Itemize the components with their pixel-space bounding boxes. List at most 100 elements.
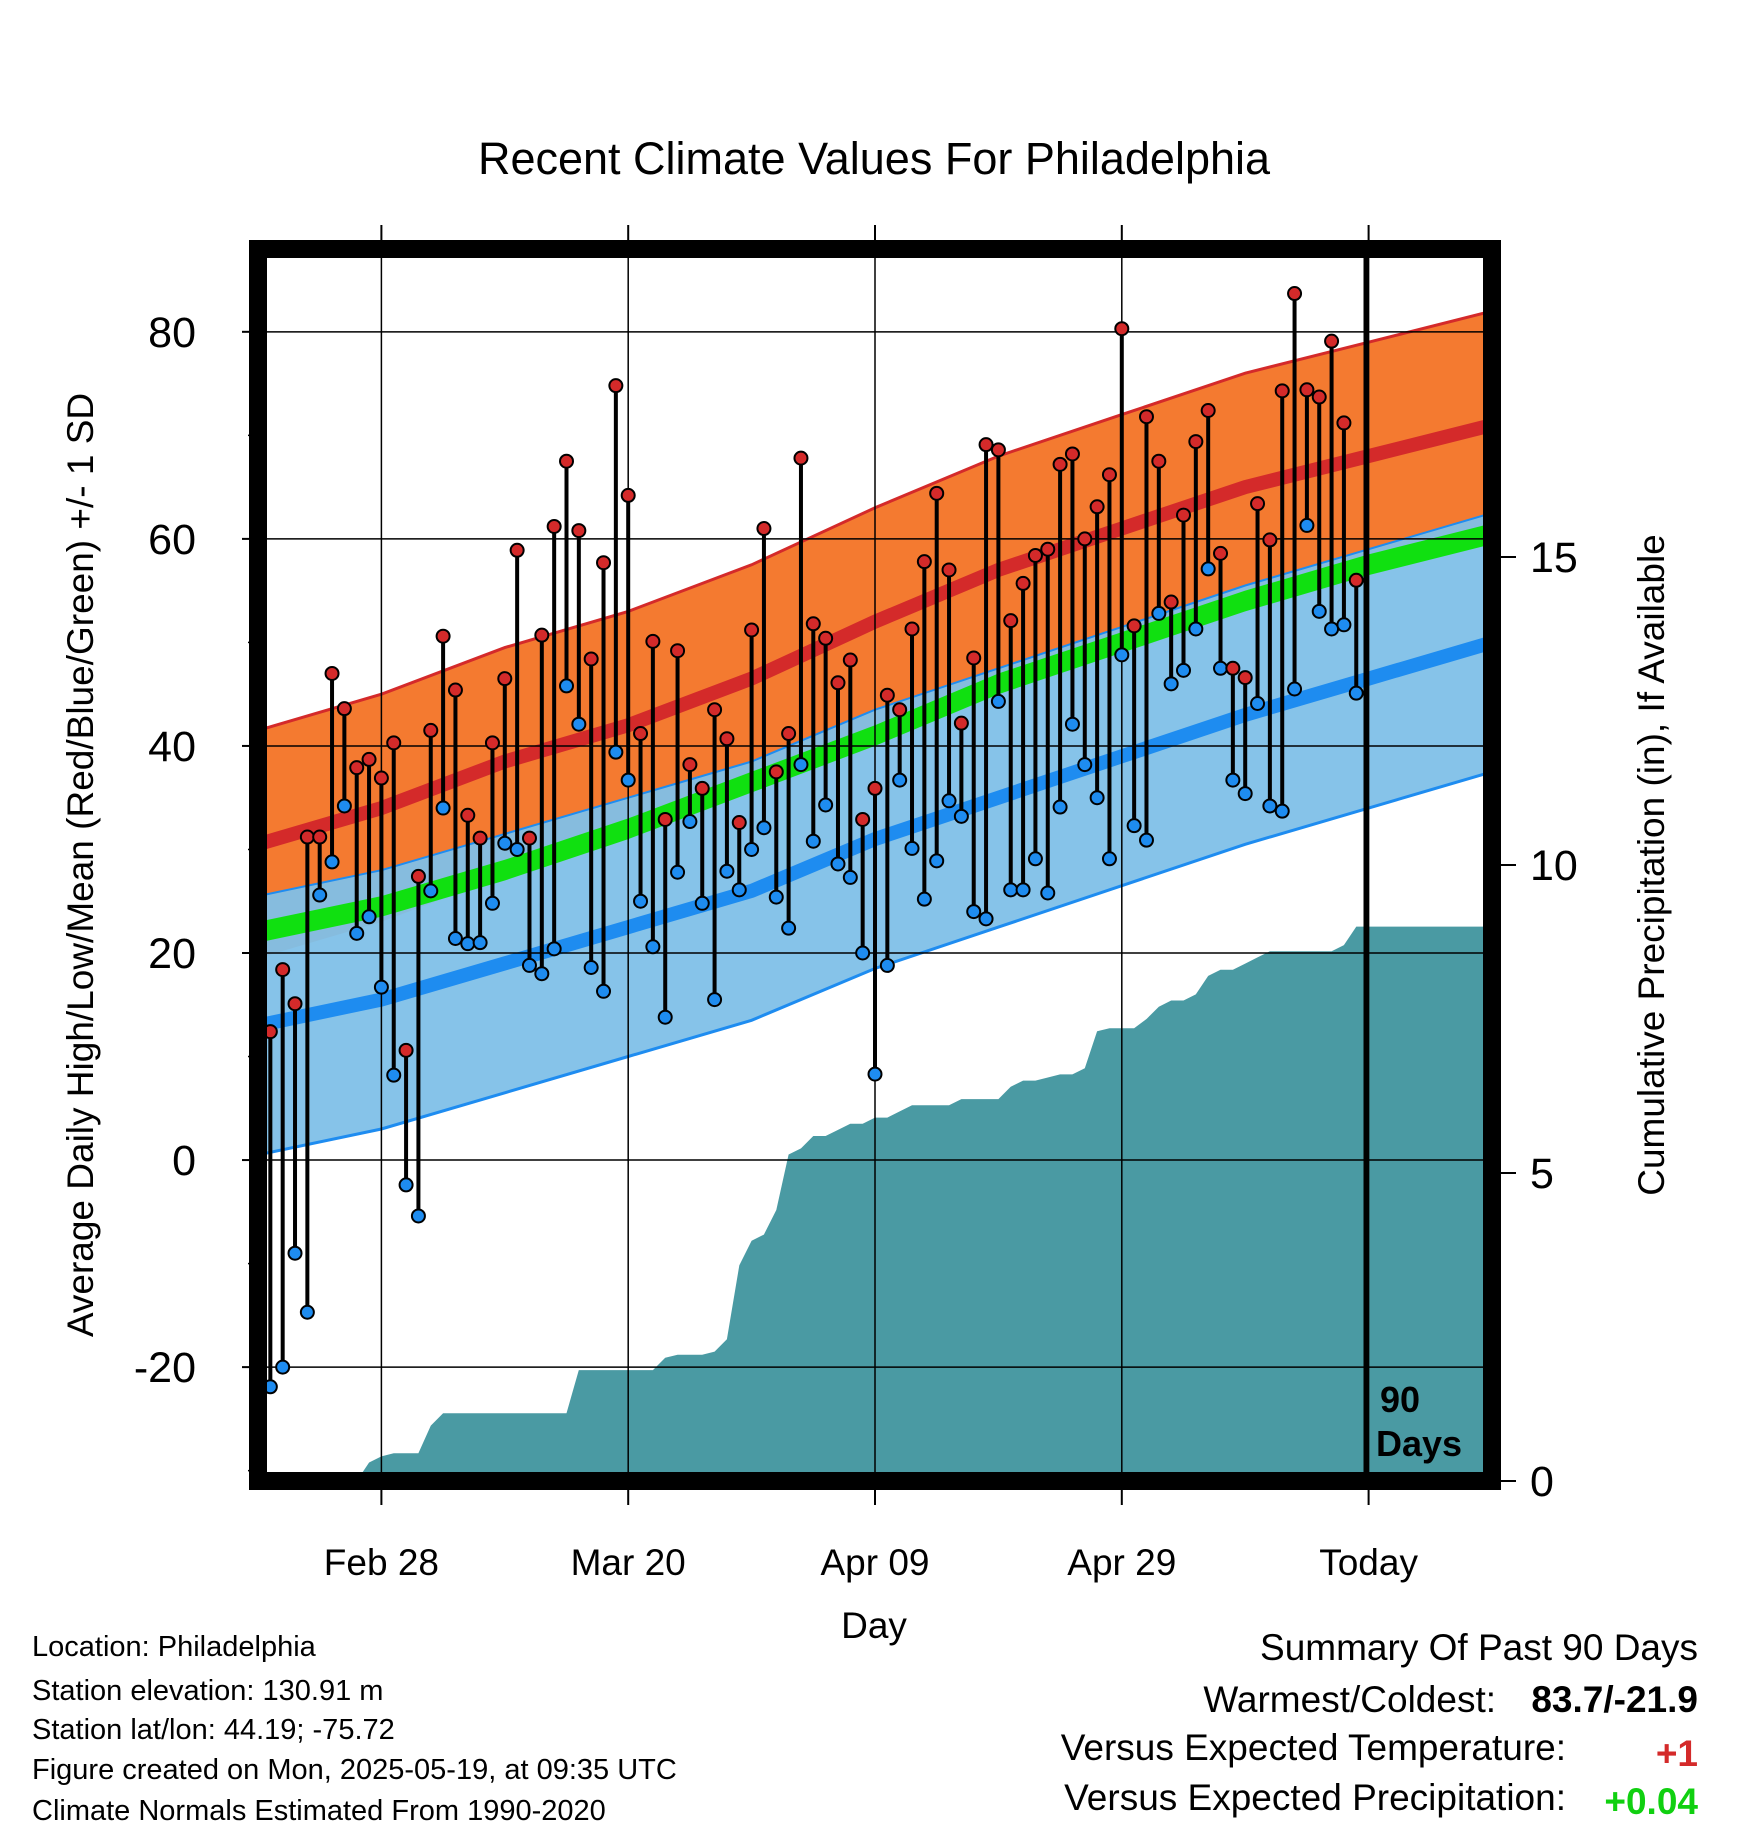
daily-high-point <box>830 675 846 691</box>
daily-high-point <box>1225 660 1241 676</box>
daily-high-point <box>1101 467 1117 483</box>
daily-high-point <box>559 453 574 469</box>
daily-high-point <box>855 811 871 827</box>
daily-low-point <box>435 800 451 816</box>
daily-low-point <box>1324 621 1340 637</box>
daily-high-point <box>707 702 723 718</box>
daily-high-point <box>336 701 352 717</box>
daily-low-point <box>879 957 895 973</box>
daily-high-point <box>744 622 760 638</box>
daily-high-point <box>1200 403 1216 419</box>
daily-low-point <box>892 772 908 788</box>
daily-low-point <box>731 882 747 898</box>
daily-high-point <box>768 764 784 780</box>
daily-low-point <box>1040 885 1056 901</box>
daily-high-point <box>781 726 797 742</box>
daily-high-point <box>1015 575 1031 591</box>
daily-low-point <box>1015 882 1031 898</box>
info-normals: Climate Normals Estimated From 1990-2020 <box>32 1795 606 1827</box>
daily-high-point <box>1348 572 1364 588</box>
daily-low-point <box>1287 681 1303 697</box>
daily-low-point <box>484 895 500 911</box>
daily-low-point <box>410 1208 426 1224</box>
axes: -20 0 20 40 60 80 0 5 10 15 Feb 28 Mar 20 Apr 09 Apr … <box>134 225 1578 1583</box>
x-axis-label: Day <box>841 1605 907 1646</box>
y-left-axis-label: Average Daily High/Low/Mean (Red/Blue/Gr… <box>60 393 101 1337</box>
daily-high-point <box>1077 531 1093 547</box>
daily-low-point <box>361 909 377 925</box>
daily-low-point <box>559 678 574 694</box>
daily-high-point <box>509 542 525 558</box>
daily-high-point <box>472 830 488 846</box>
daily-high-point <box>929 485 945 501</box>
y-left-tick-label-0: 0 <box>172 1137 196 1185</box>
daily-low-point <box>336 798 352 814</box>
y-left-tick-label-20: 20 <box>148 930 196 978</box>
daily-low-point <box>707 992 723 1008</box>
x-tick-label-90: Today <box>1319 1542 1418 1583</box>
info-location: Location: Philadelphia <box>32 1631 317 1663</box>
x-tick-label-70: Apr 29 <box>1067 1542 1176 1583</box>
daily-high-point <box>312 829 328 845</box>
daily-low-point <box>916 891 932 907</box>
daily-high-point <box>1324 333 1340 349</box>
summary-warmest-coldest-label: Warmest/Coldest: <box>1203 1679 1496 1720</box>
daily-low-point <box>1311 603 1327 619</box>
daily-high-point <box>694 780 710 796</box>
daily-high-point <box>608 378 624 394</box>
daily-low-point <box>1176 662 1191 678</box>
daily-high-point <box>521 830 537 846</box>
y-right-tick-label-15: 15 <box>1530 534 1578 582</box>
today-marker-label-days: Days <box>1376 1423 1462 1464</box>
daily-low-point <box>447 931 463 947</box>
daily-high-point <box>275 962 291 978</box>
daily-low-point <box>287 1245 303 1261</box>
daily-high-point <box>879 687 895 703</box>
daily-high-point <box>1287 286 1303 302</box>
daily-low-point <box>941 793 957 809</box>
station-info: Location: Philadelphia Station elevation… <box>32 1631 677 1827</box>
daily-low-point <box>1151 605 1167 621</box>
daily-low-point <box>1114 647 1130 663</box>
daily-low-point <box>521 957 537 973</box>
daily-low-point <box>633 893 649 909</box>
daily-low-point <box>793 757 809 773</box>
daily-low-point <box>373 979 389 995</box>
daily-observations <box>250 286 1364 1395</box>
daily-high-point <box>867 780 883 796</box>
daily-low-point <box>1101 851 1117 867</box>
daily-low-point <box>867 1066 883 1082</box>
daily-low-point <box>509 841 525 857</box>
daily-low-point <box>1126 818 1142 834</box>
daily-low-point <box>546 941 562 957</box>
daily-high-point <box>756 521 772 537</box>
daily-high-point <box>299 829 315 845</box>
daily-high-point <box>633 726 649 742</box>
y-right-tick-label-10: 10 <box>1530 842 1578 890</box>
daily-high-point <box>978 437 994 453</box>
today-marker-label-90: 90 <box>1380 1379 1420 1420</box>
daily-high-point <box>941 562 957 578</box>
plot-area: 90 Days <box>249 240 1501 1490</box>
daily-high-point <box>1064 446 1080 462</box>
daily-low-point <box>398 1177 414 1193</box>
daily-high-point <box>1040 541 1056 557</box>
summary-precip-value: +0.04 <box>1604 1781 1698 1822</box>
daily-high-point <box>1213 545 1229 561</box>
daily-high-point <box>1176 507 1191 523</box>
daily-high-point <box>953 715 969 731</box>
daily-high-point <box>373 770 389 786</box>
daily-low-point <box>855 945 871 961</box>
daily-low-point <box>781 920 797 936</box>
daily-low-point <box>1274 803 1290 819</box>
daily-high-point <box>435 628 451 644</box>
daily-high-point <box>719 731 735 747</box>
summary-temp-label: Versus Expected Temperature: <box>1061 1727 1566 1768</box>
summary: Summary Of Past 90 Days Warmest/Coldest:… <box>1061 1627 1699 1822</box>
daily-low-point <box>1348 685 1364 701</box>
y-left-tick-label-80: 80 <box>148 309 196 357</box>
daily-high-point <box>324 665 340 681</box>
daily-low-point <box>386 1067 402 1083</box>
daily-high-point <box>1003 613 1019 629</box>
